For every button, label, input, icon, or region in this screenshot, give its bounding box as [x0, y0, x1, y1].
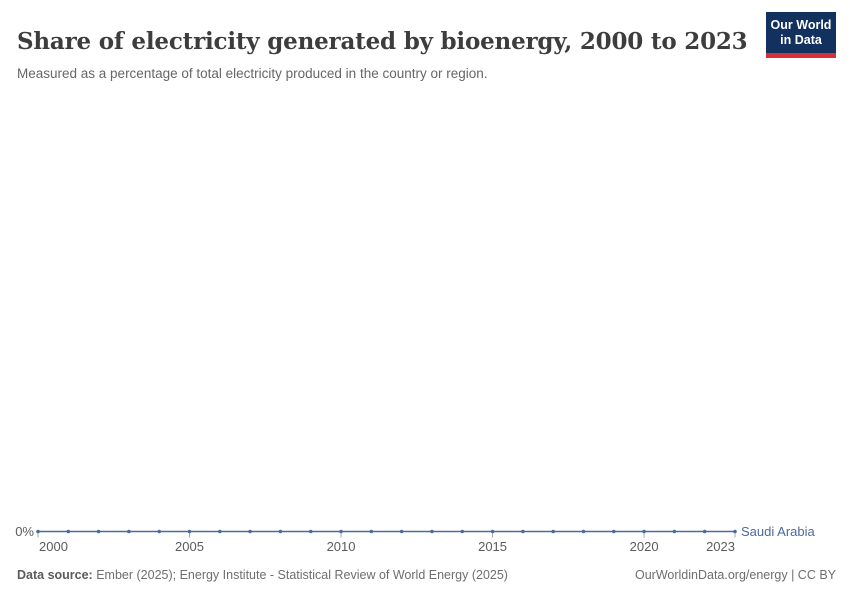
data-point[interactable] [702, 529, 707, 534]
data-point[interactable] [278, 529, 283, 534]
data-point[interactable] [218, 529, 222, 534]
data-point[interactable] [308, 529, 313, 534]
license-credit[interactable]: OurWorldinData.org/energy | CC BY [634, 568, 836, 582]
data-point[interactable] [399, 529, 404, 534]
data-point[interactable] [430, 529, 434, 534]
data-point[interactable] [521, 529, 525, 534]
data-point[interactable] [733, 529, 737, 534]
x-axis-label: 2015 [478, 539, 507, 554]
x-axis-label: 2020 [630, 539, 659, 554]
data-point[interactable] [157, 529, 162, 534]
data-point[interactable] [96, 529, 101, 534]
entity-label[interactable]: Saudi Arabia [741, 524, 815, 539]
data-point[interactable] [66, 529, 71, 534]
data-point[interactable] [369, 529, 374, 534]
y-axis-label: 0% [15, 524, 34, 539]
x-axis-label: 2023 [706, 539, 735, 554]
owid-logo-line2: in Data [780, 33, 822, 47]
x-axis-label: 2010 [327, 539, 356, 554]
page-title: Share of electricity generated by bioene… [17, 28, 748, 56]
data-point[interactable] [187, 529, 192, 534]
data-point[interactable] [127, 529, 131, 534]
data-point[interactable] [642, 529, 646, 534]
data-point[interactable] [611, 529, 616, 534]
data-source-note: Data source: Ember (2025); Energy Instit… [17, 568, 508, 582]
page-subtitle: Measured as a percentage of total electr… [17, 65, 488, 81]
data-point[interactable] [551, 529, 555, 534]
data-point[interactable] [490, 529, 495, 534]
x-axis-label: 2005 [175, 539, 204, 554]
data-point[interactable] [248, 529, 252, 534]
data-point[interactable] [460, 529, 465, 534]
data-source-label: Data source: [17, 568, 93, 582]
x-axis-label: 2000 [39, 539, 68, 554]
data-point[interactable] [581, 529, 586, 534]
chart-footer: Data source: Ember (2025); Energy Instit… [17, 568, 836, 582]
owid-logo: Our World in Data [766, 12, 836, 58]
data-point[interactable] [339, 529, 343, 534]
data-point[interactable] [36, 529, 40, 534]
data-source-text: Ember (2025); Energy Institute - Statist… [92, 568, 508, 582]
data-point[interactable] [672, 529, 677, 534]
owid-logo-line1: Our World [770, 18, 832, 32]
